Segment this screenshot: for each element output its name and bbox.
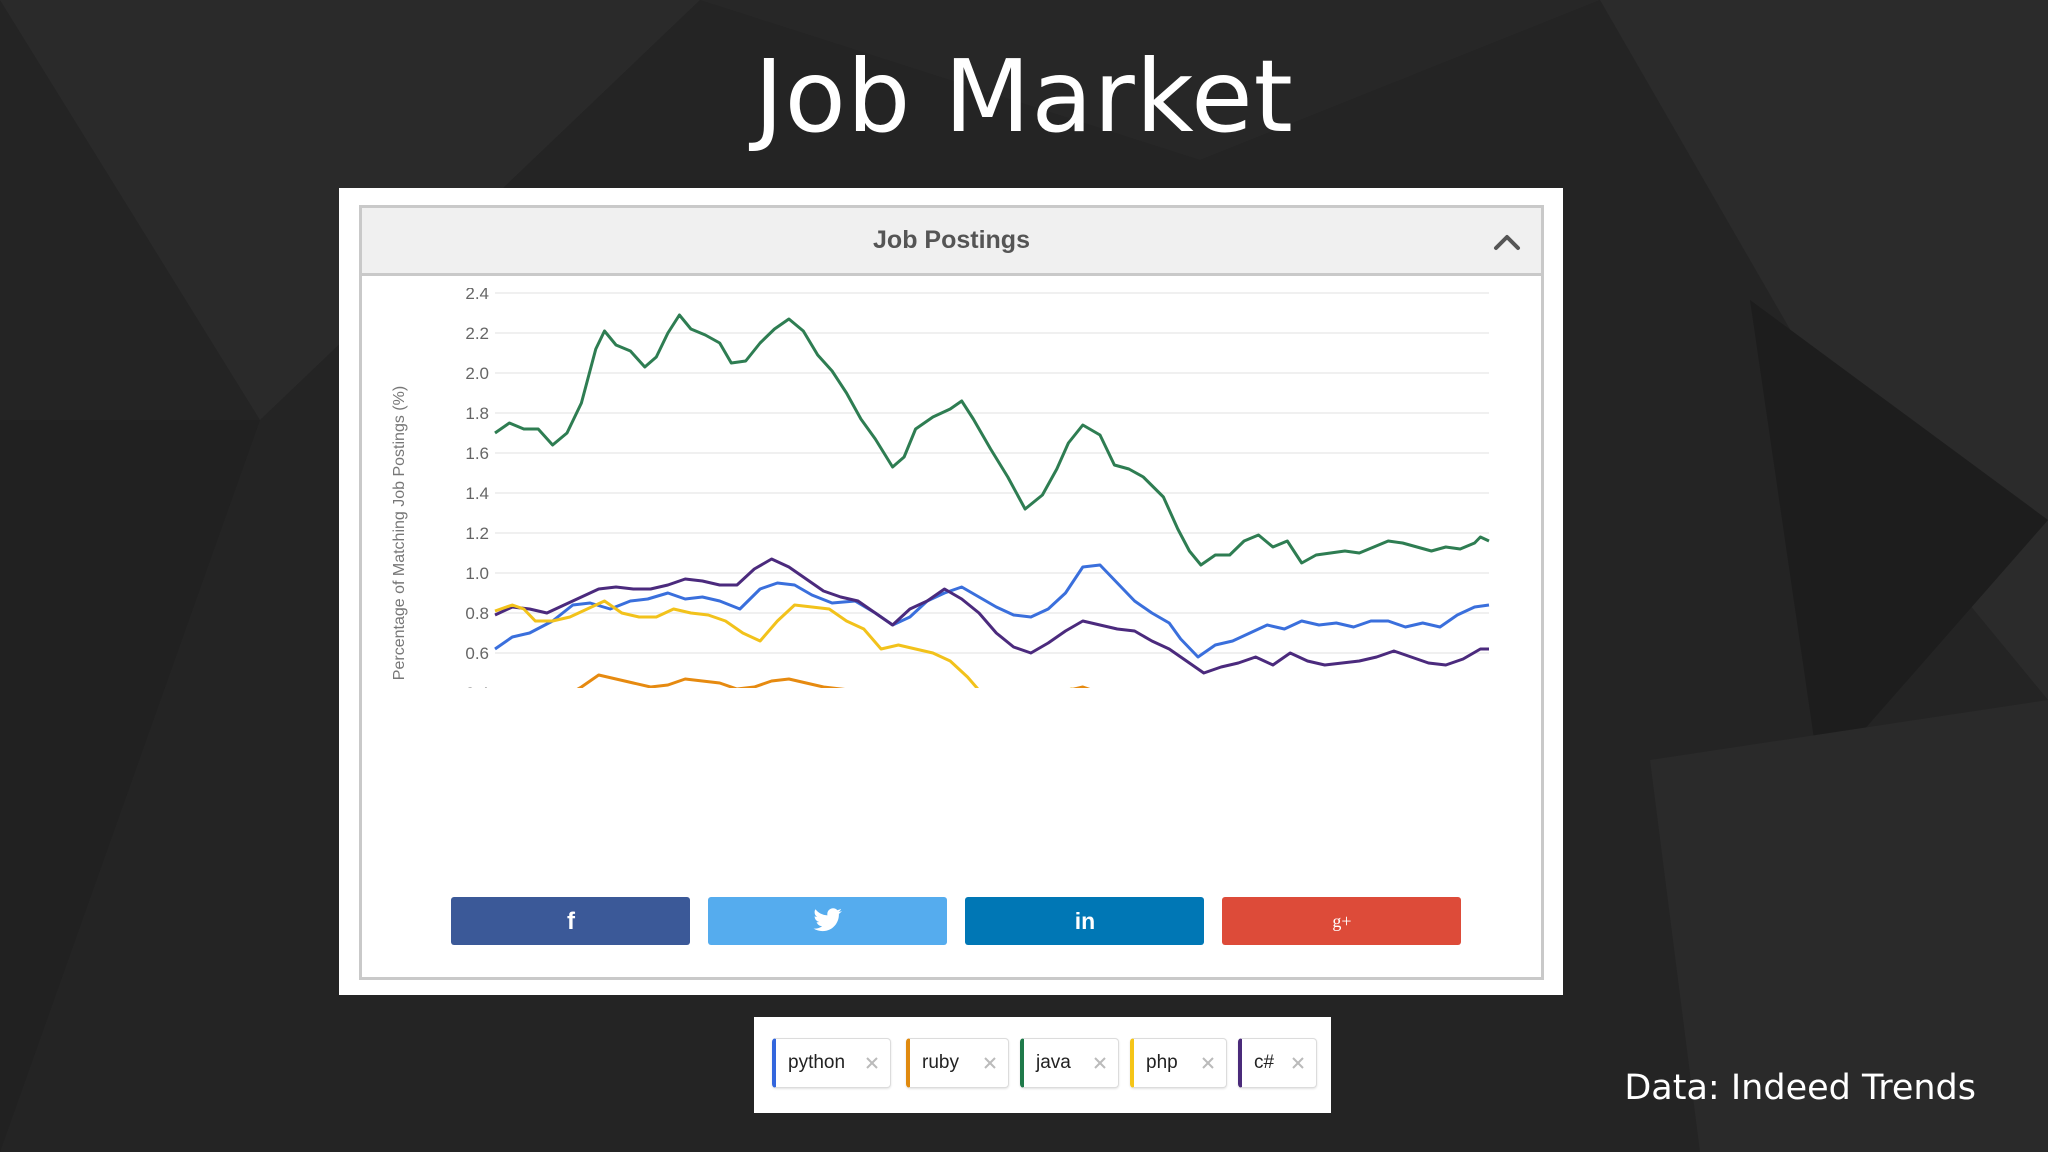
y-tick-label: 0.6 (465, 644, 489, 663)
tag-label: java (1036, 1052, 1071, 1073)
series-line-php (494, 599, 1074, 688)
svg-text:g+: g+ (1332, 911, 1351, 931)
y-tick-label: 1.8 (465, 404, 489, 423)
panel-header: Job Postings (362, 208, 1541, 276)
series-line-python (494, 563, 1490, 659)
chart-card: Job Postings 0.00.20.40.60.81.01.21.41.6… (359, 205, 1544, 980)
google-plus-icon: g+ (1332, 911, 1351, 931)
linkedin-share-button[interactable]: in (965, 897, 1204, 945)
y-tick-label: 1.2 (465, 524, 489, 543)
job-postings-chart: 0.00.20.40.60.81.01.21.41.61.82.02.22.42… (391, 288, 1490, 688)
linkedin-icon: in (1074, 908, 1094, 934)
tag-label: python (788, 1052, 846, 1073)
svg-text:in: in (1074, 908, 1094, 934)
remove-tag-icon[interactable] (864, 1055, 880, 1071)
remove-tag-icon[interactable] (982, 1055, 998, 1071)
series-line-ruby (576, 673, 1091, 688)
remove-tag-icon[interactable] (1200, 1055, 1216, 1071)
y-tick-label: 2.0 (465, 364, 489, 383)
tag-ruby[interactable]: ruby (906, 1038, 1009, 1088)
slide-title: Job Market (754, 38, 1294, 155)
y-tick-label: 2.2 (465, 324, 489, 343)
y-tick-label: 1.0 (465, 564, 489, 583)
series-line-csharp (494, 557, 1489, 675)
tag-label: c# (1254, 1052, 1275, 1073)
tag-python[interactable]: python (772, 1038, 891, 1088)
tag-java[interactable]: java (1020, 1038, 1119, 1088)
svg-text:f: f (567, 908, 576, 935)
twitter-share-button[interactable] (708, 897, 947, 945)
remove-tag-icon[interactable] (1290, 1055, 1306, 1071)
tag-label: ruby (922, 1052, 959, 1073)
y-tick-label: 0.4 (465, 684, 489, 688)
facebook-icon: f (567, 908, 576, 935)
y-tick-label: 1.6 (465, 444, 489, 463)
tag-label: php (1146, 1052, 1178, 1073)
y-axis-label: Percentage of Matching Job Postings (%) (391, 386, 408, 680)
share-buttons: f in g+ (362, 897, 1541, 945)
panel-title: Job Postings (873, 226, 1030, 254)
google-plus-share-button[interactable]: g+ (1222, 897, 1461, 945)
remove-tag-icon[interactable] (1092, 1055, 1108, 1071)
language-tags: python ruby java php c# (754, 1017, 1331, 1113)
y-tick-label: 1.4 (465, 484, 489, 503)
facebook-share-button[interactable]: f (451, 897, 690, 945)
chevron-up-icon[interactable] (1491, 226, 1523, 258)
tag-csharp[interactable]: c# (1238, 1038, 1317, 1088)
twitter-icon (813, 908, 842, 932)
y-tick-label: 0.8 (465, 604, 489, 623)
series-line-java (494, 313, 1490, 567)
data-credit: Data: Indeed Trends (1624, 1068, 1976, 1108)
chart-panel: Job Postings 0.00.20.40.60.81.01.21.41.6… (339, 188, 1563, 995)
tag-php[interactable]: php (1130, 1038, 1227, 1088)
y-tick-label: 2.4 (465, 288, 489, 303)
